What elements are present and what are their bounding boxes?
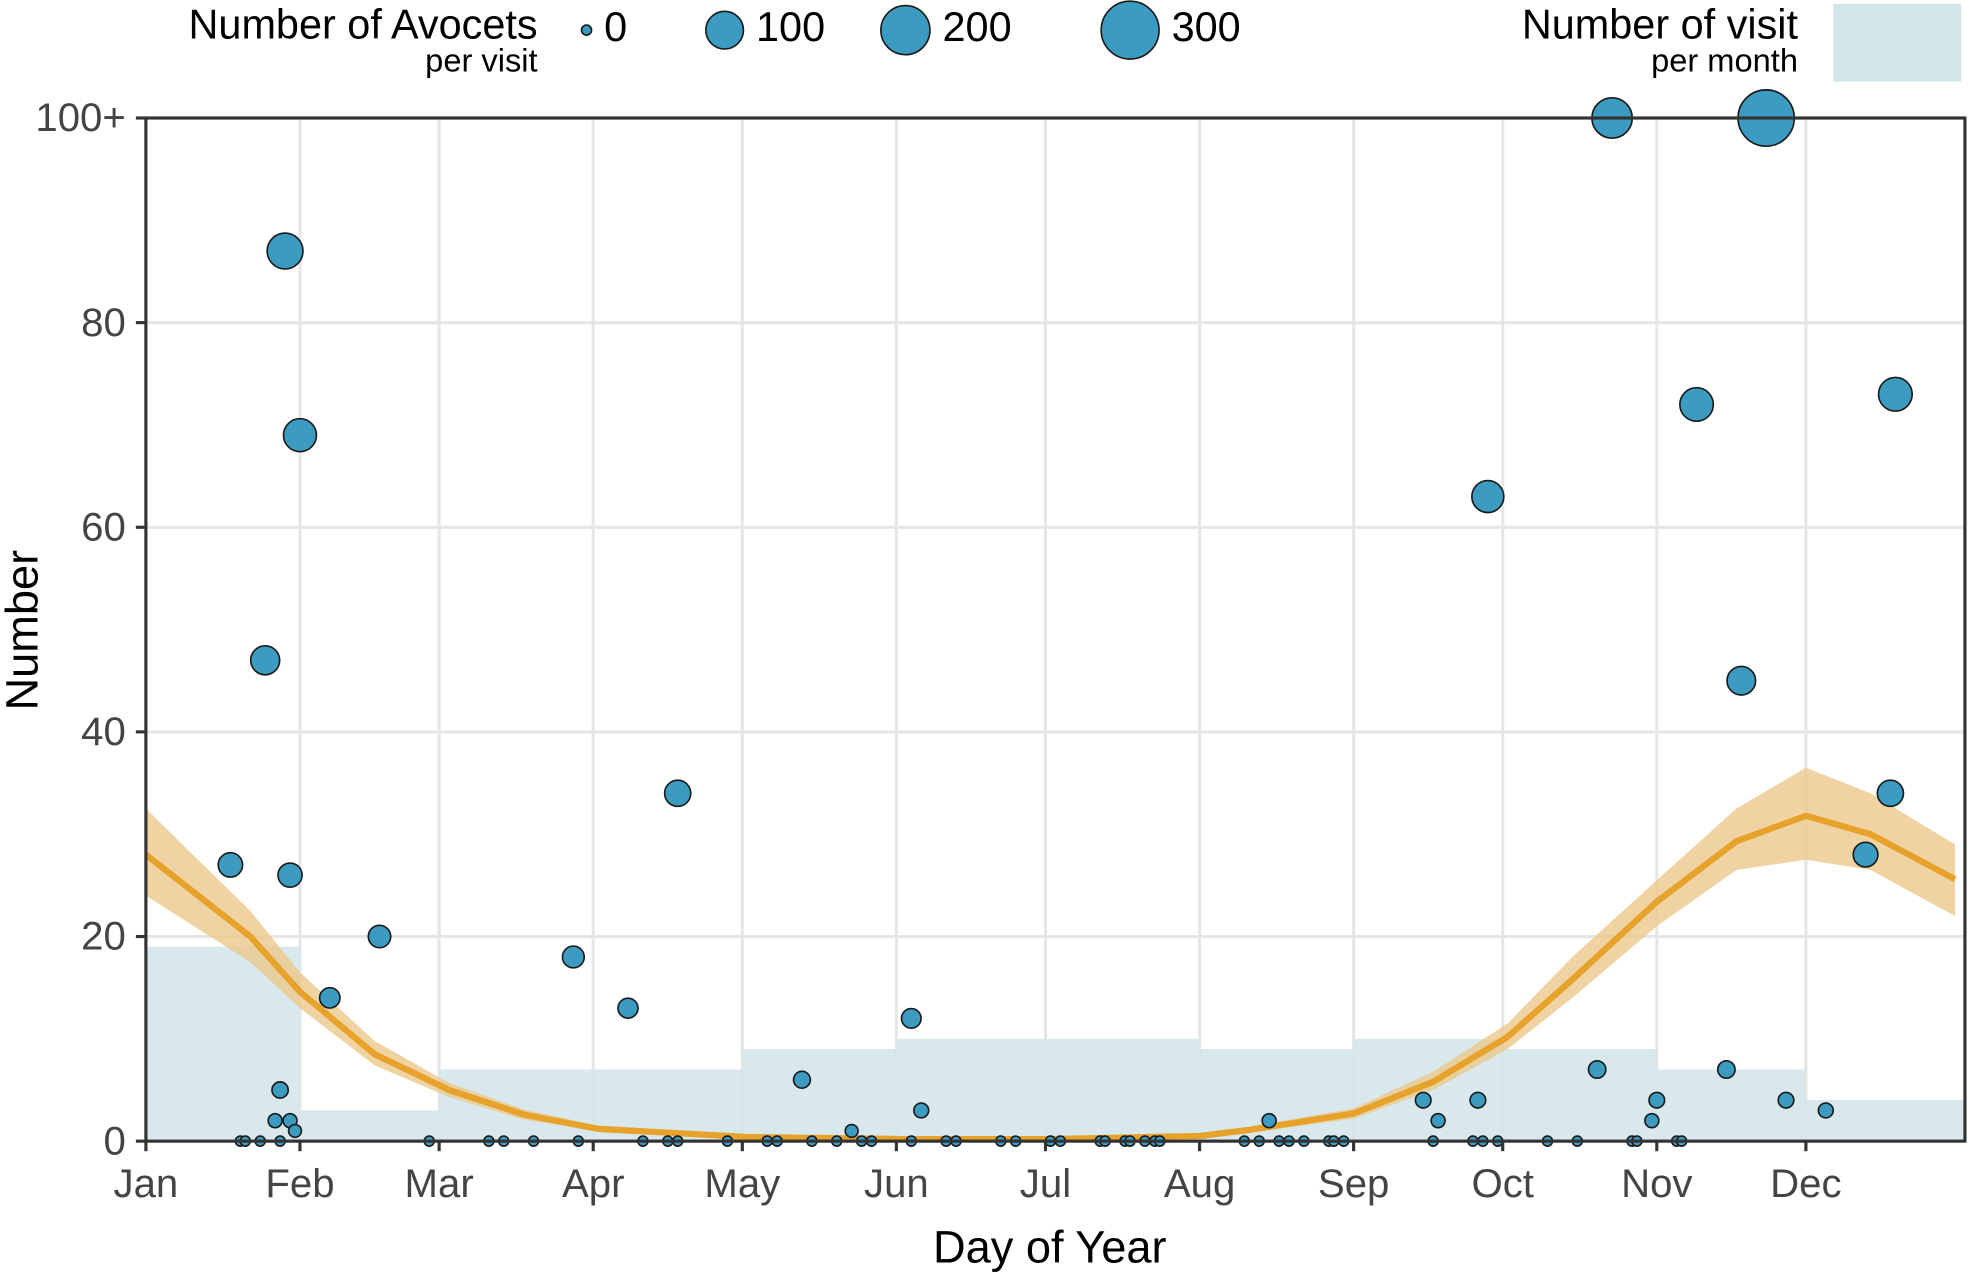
x-tick-label: Oct — [1471, 1161, 1533, 1206]
plot-frame — [144, 116, 1967, 1143]
x-tick-label: Nov — [1621, 1161, 1692, 1206]
visit-legend-subtitle: per month — [1651, 41, 1798, 78]
visit-legend-key — [1833, 3, 1962, 82]
x-tick-label: Mar — [405, 1161, 474, 1206]
bubble — [271, 1081, 290, 1099]
x-tick-label: Jul — [1020, 1161, 1071, 1206]
bubble — [844, 1123, 859, 1139]
y-axis-title: Number — [0, 550, 47, 711]
size-legend-key — [880, 4, 931, 56]
bubble — [1679, 386, 1715, 423]
visit-bar — [896, 1038, 1046, 1142]
bubble — [1644, 1112, 1660, 1129]
bubble — [561, 945, 586, 969]
size-legend-subtitle: per visit — [425, 41, 537, 78]
visit-bar — [299, 1110, 440, 1142]
bubble — [249, 644, 281, 676]
size-legend-label: 300 — [1172, 4, 1241, 50]
x-tick-label: May — [704, 1161, 780, 1206]
size-legend-label: 0 — [604, 4, 627, 50]
bubble — [792, 1070, 812, 1089]
bubble — [1430, 1112, 1446, 1129]
bubble — [217, 851, 244, 878]
bubble — [277, 862, 303, 889]
y-tick-label: 0 — [103, 1118, 125, 1163]
x-tick-label: Jan — [114, 1161, 179, 1206]
bubble — [287, 1123, 303, 1139]
y-tick-label: 40 — [81, 709, 126, 754]
visit-bar — [1045, 1038, 1200, 1142]
bubble — [1261, 1112, 1277, 1129]
bubble — [1877, 376, 1914, 412]
bubble — [1726, 665, 1757, 696]
visit-bar — [742, 1049, 897, 1142]
x-tick-label: Jun — [864, 1161, 929, 1206]
bubble — [266, 232, 304, 270]
x-tick-label: Apr — [562, 1161, 625, 1206]
bubble — [1852, 841, 1879, 868]
confidence-band — [145, 767, 1956, 1142]
y-tick-label: 60 — [81, 504, 126, 549]
size-legend-label: 100 — [756, 4, 825, 50]
y-tick-label: 20 — [81, 914, 126, 959]
bubble — [1414, 1091, 1432, 1109]
y-tick-label: 80 — [81, 300, 126, 345]
bubble — [1587, 1060, 1607, 1080]
size-legend-title: Number of Avocets — [189, 2, 538, 48]
bubble — [663, 779, 692, 808]
bubble — [367, 924, 392, 949]
visit-bar — [439, 1069, 594, 1142]
size-legend-key — [704, 10, 745, 50]
bubble — [617, 997, 639, 1019]
bubble — [1469, 1091, 1487, 1109]
bubble — [318, 986, 341, 1009]
bubble — [1648, 1091, 1666, 1109]
x-tick-label: Feb — [265, 1161, 334, 1206]
y-tick-label: 100+ — [35, 95, 125, 140]
bubble — [1777, 1091, 1795, 1109]
bubble — [1471, 479, 1505, 514]
bubble — [267, 1112, 283, 1129]
bubble — [900, 1007, 922, 1029]
visit-legend-title: Number of visit — [1522, 2, 1799, 48]
trend-line — [143, 812, 1957, 1143]
size-legend-key — [1100, 0, 1160, 60]
size-legend-key — [580, 24, 593, 36]
x-tick-label: Sep — [1318, 1161, 1389, 1206]
visit-bar — [1502, 1049, 1657, 1142]
bubble — [1876, 779, 1905, 808]
x-axis-title: Day of Year — [933, 1221, 1167, 1272]
bubble — [282, 417, 318, 453]
bubble — [1817, 1102, 1835, 1119]
bubble — [1716, 1060, 1736, 1080]
x-tick-label: Aug — [1164, 1161, 1235, 1206]
size-legend-label: 200 — [943, 4, 1012, 50]
bubble — [913, 1102, 930, 1119]
x-tick-label: Dec — [1770, 1161, 1841, 1206]
